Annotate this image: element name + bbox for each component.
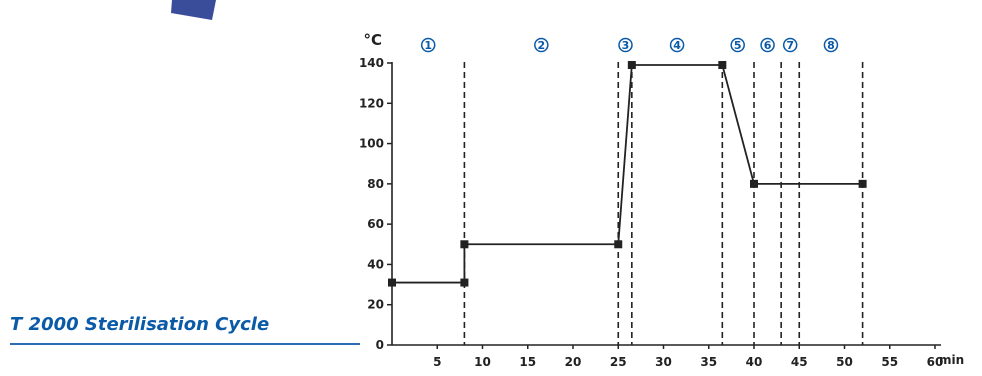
- y-tick-label-20: 20: [367, 298, 384, 312]
- phase-marker-3: [618, 37, 633, 53]
- x-tick-label-30: 30: [655, 355, 672, 369]
- phase-marker-label-8: 8: [827, 39, 835, 52]
- data-point-3: [460, 240, 469, 249]
- y-tick-label-140: 140: [359, 56, 384, 70]
- x-tick-label-25: 25: [610, 355, 627, 369]
- y-tick-label-120: 120: [359, 96, 384, 110]
- x-tick-label-40: 40: [746, 355, 763, 369]
- x-axis-unit-label: min: [939, 353, 964, 367]
- x-tick-label-5: 5: [433, 355, 441, 369]
- phase-marker-label-5: 5: [734, 39, 742, 52]
- phase-marker-5: [730, 37, 745, 53]
- y-tick-label-0: 0: [376, 338, 384, 352]
- data-point-6: [718, 61, 727, 70]
- x-tick-label-20: 20: [565, 355, 582, 369]
- caption-underline: [10, 343, 360, 345]
- phase-marker-4: [669, 37, 685, 53]
- phase-marker-label-3: 3: [622, 39, 630, 52]
- phase-marker-label-2: 2: [537, 39, 545, 52]
- x-tick-label-15: 15: [519, 355, 536, 369]
- phase-marker-1: [420, 37, 436, 53]
- y-tick-label-60: 60: [367, 217, 384, 231]
- data-point-7: [750, 179, 758, 188]
- y-tick-label-100: 100: [359, 137, 384, 151]
- phase-marker-label-7: 7: [786, 39, 794, 52]
- data-point-2: [460, 278, 469, 287]
- phase-marker-label-1: 1: [424, 39, 432, 52]
- y-axis-unit-label: °C: [363, 31, 382, 49]
- logo-graphic: [171, 0, 216, 20]
- phase-marker-label-4: 4: [673, 39, 681, 52]
- temperature-line-1: [392, 64, 863, 284]
- x-tick-label-10: 10: [474, 355, 491, 369]
- x-tick-label-35: 35: [700, 355, 717, 369]
- y-tick-label-40: 40: [367, 257, 384, 271]
- data-point-5: [627, 61, 636, 70]
- phase-marker-2: [534, 37, 549, 53]
- phase-marker-8: [823, 37, 839, 53]
- phase-marker-label-6: 6: [764, 39, 772, 52]
- data-point-8: [858, 179, 867, 188]
- phase-marker-7: [782, 37, 798, 53]
- data-point-4: [614, 240, 623, 249]
- y-tick-label-80: 80: [367, 177, 384, 191]
- x-tick-label-50: 50: [836, 355, 853, 369]
- x-tick-label-55: 55: [881, 355, 898, 369]
- chart-caption: T 2000 Sterilisation Cycle: [10, 314, 270, 335]
- phase-marker-6: [760, 37, 775, 53]
- x-tick-label-60: 60: [927, 355, 944, 369]
- x-tick-label-45: 45: [791, 355, 808, 369]
- data-point-1: [388, 278, 396, 287]
